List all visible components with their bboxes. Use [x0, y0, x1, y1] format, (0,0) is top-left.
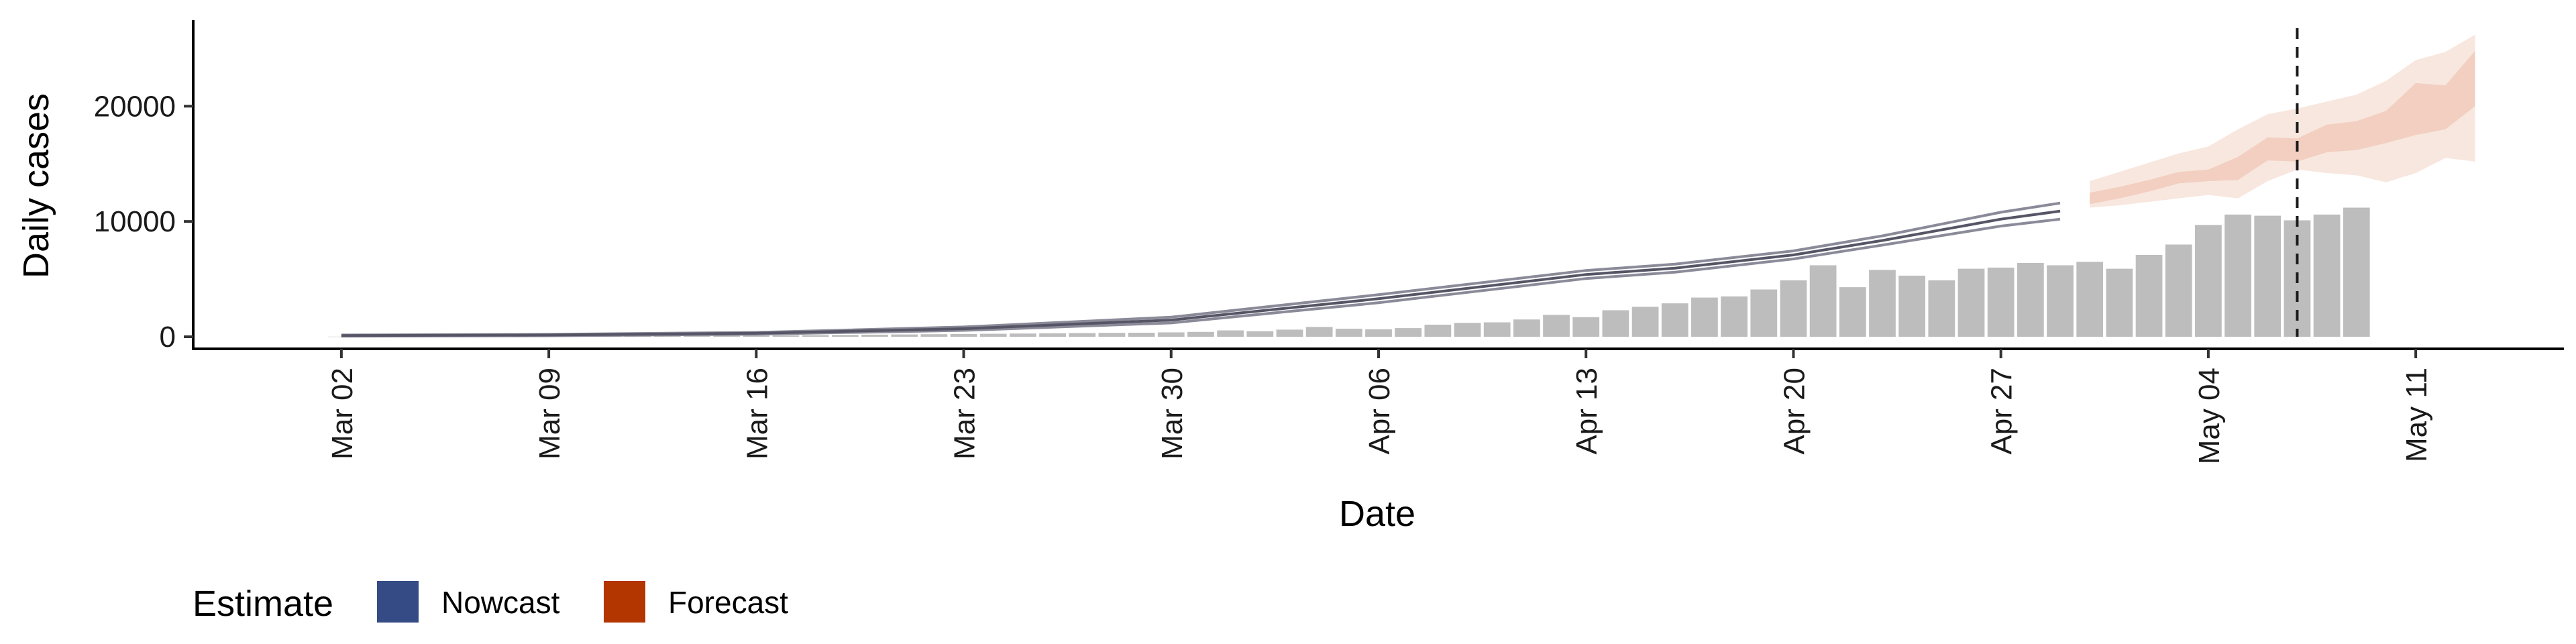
legend: Estimate Nowcast Forecast: [193, 581, 788, 624]
case-bar: [1661, 303, 1688, 337]
case-bar: [743, 335, 770, 337]
y-tick-label: 0: [160, 321, 176, 354]
x-tick-label: Apr 20: [1778, 368, 1811, 455]
case-bar: [2047, 265, 2074, 337]
case-bar: [772, 335, 800, 337]
case-bar: [2165, 244, 2192, 337]
case-bar: [653, 335, 681, 337]
case-bar: [1217, 330, 1244, 337]
legend-swatch-nowcast: [377, 581, 419, 623]
nowcast-estimate: [341, 201, 2061, 338]
x-tick-label: May 04: [2193, 368, 2226, 464]
case-bar: [1839, 287, 1866, 337]
case-bar: [1928, 280, 1955, 337]
legend-title: Estimate: [193, 584, 333, 624]
x-tick-label: Mar 30: [1156, 368, 1189, 460]
case-bar: [979, 333, 1007, 337]
x-tick-label: Mar 23: [949, 368, 981, 460]
case-bar: [861, 334, 888, 337]
case-bar: [1395, 328, 1422, 337]
case-bar: [2224, 214, 2251, 337]
case-bar: [1454, 323, 1481, 337]
case-bar: [1513, 319, 1540, 337]
x-tick-label: May 11: [2400, 368, 2433, 462]
case-bar: [1721, 296, 1748, 337]
case-bar: [1483, 322, 1511, 337]
x-tick-label: Mar 02: [326, 368, 359, 460]
observed-cases-bars: [328, 207, 2370, 337]
case-bar: [802, 335, 829, 337]
case-bar: [1809, 265, 1837, 337]
case-bar: [1780, 280, 1807, 337]
x-tick-label: Mar 16: [741, 368, 773, 460]
forecast-outer-band: [2090, 34, 2475, 208]
forecast-inner-band: [2090, 50, 2475, 205]
case-bar: [891, 334, 918, 337]
case-bar: [1128, 332, 1155, 337]
x-tick-label: Apr 27: [1986, 368, 2019, 455]
case-bar: [1691, 297, 1718, 337]
case-bar: [1987, 267, 2015, 337]
case-bar: [2017, 263, 2044, 337]
y-axis-title: Daily cases: [16, 93, 56, 278]
legend-label-forecast: Forecast: [668, 585, 788, 620]
case-bar: [1543, 315, 1570, 337]
forecast-bands: [2090, 34, 2475, 208]
case-bar: [831, 335, 859, 337]
y-tick-label: 10000: [94, 205, 176, 238]
case-bar: [1305, 327, 1333, 337]
case-bar: [1957, 268, 1985, 337]
case-bar: [1572, 317, 1600, 337]
x-axis-title: Date: [1339, 494, 1415, 534]
nowcast-median-line: [341, 209, 2061, 337]
case-bar: [1365, 329, 1392, 337]
y-tick-label: 20000: [94, 90, 176, 123]
case-bar: [1039, 333, 1066, 337]
case-bar: [2106, 268, 2133, 337]
case-bar: [1750, 289, 1778, 337]
case-bar: [1069, 333, 1096, 337]
case-bar: [713, 335, 741, 337]
x-tick-label: Mar 09: [533, 368, 566, 460]
case-bar: [950, 333, 977, 337]
legend-swatch-forecast: [604, 581, 645, 623]
case-bar: [1869, 270, 1896, 337]
x-axis-ticks: Mar 02 Mar 09 Mar 16 Mar 23 Mar 30 Apr 06 Apr …: [326, 349, 2433, 464]
case-bar: [2254, 215, 2282, 337]
case-bar: [1276, 329, 1303, 337]
legend-label-nowcast: Nowcast: [441, 585, 560, 620]
case-bar: [2076, 262, 2104, 337]
case-bar: [684, 335, 710, 337]
x-tick-label: Apr 06: [1363, 368, 1396, 455]
case-bar: [1157, 332, 1185, 337]
case-bar: [1898, 275, 1926, 337]
case-bar: [1335, 328, 1362, 337]
case-bar: [1246, 331, 1274, 337]
case-bar: [1187, 331, 1214, 337]
x-tick-label: Apr 13: [1570, 368, 1603, 455]
y-axis-ticks: 0 10000 20000: [94, 90, 193, 354]
case-bar: [2135, 254, 2163, 337]
case-bar: [1631, 307, 1659, 337]
case-bar: [2313, 214, 2341, 337]
case-bar: [920, 334, 948, 337]
case-bar: [1010, 333, 1036, 337]
case-bar: [2195, 225, 2222, 337]
case-bar: [1424, 324, 1452, 337]
case-bar: [1098, 333, 1126, 337]
case-bar: [2343, 207, 2370, 337]
case-bar: [1602, 310, 1629, 337]
